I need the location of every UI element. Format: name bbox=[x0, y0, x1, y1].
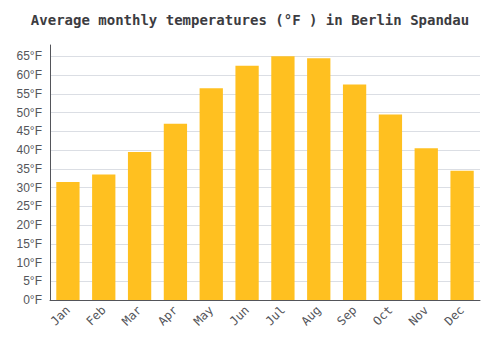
svg-text:60°F: 60°F bbox=[17, 68, 42, 82]
svg-text:45°F: 45°F bbox=[17, 124, 42, 138]
svg-text:Feb: Feb bbox=[83, 303, 108, 328]
svg-text:Nov: Nov bbox=[406, 303, 431, 328]
svg-text:Average monthly temperatures (: Average monthly temperatures (°F ) in Be… bbox=[31, 12, 469, 28]
svg-text:40°F: 40°F bbox=[17, 143, 42, 157]
svg-text:Mar: Mar bbox=[119, 303, 144, 328]
svg-text:Jun: Jun bbox=[227, 303, 252, 328]
svg-text:20°F: 20°F bbox=[17, 218, 42, 232]
svg-text:Dec: Dec bbox=[442, 303, 467, 328]
svg-text:Sep: Sep bbox=[334, 303, 359, 328]
svg-text:35°F: 35°F bbox=[17, 162, 42, 176]
svg-text:10°F: 10°F bbox=[17, 256, 42, 270]
svg-text:Aug: Aug bbox=[298, 303, 323, 328]
svg-text:Jan: Jan bbox=[48, 303, 73, 328]
svg-text:Jul: Jul bbox=[263, 303, 288, 328]
svg-text:Oct: Oct bbox=[370, 303, 395, 328]
svg-text:65°F: 65°F bbox=[17, 49, 42, 63]
svg-text:55°F: 55°F bbox=[17, 87, 42, 101]
svg-text:25°F: 25°F bbox=[17, 199, 42, 213]
svg-text:30°F: 30°F bbox=[17, 181, 42, 195]
svg-text:0°F: 0°F bbox=[23, 293, 42, 307]
svg-text:Apr: Apr bbox=[155, 303, 180, 328]
svg-text:5°F: 5°F bbox=[23, 274, 42, 288]
svg-text:15°F: 15°F bbox=[17, 237, 42, 251]
svg-text:May: May bbox=[191, 303, 216, 328]
svg-text:50°F: 50°F bbox=[17, 106, 42, 120]
